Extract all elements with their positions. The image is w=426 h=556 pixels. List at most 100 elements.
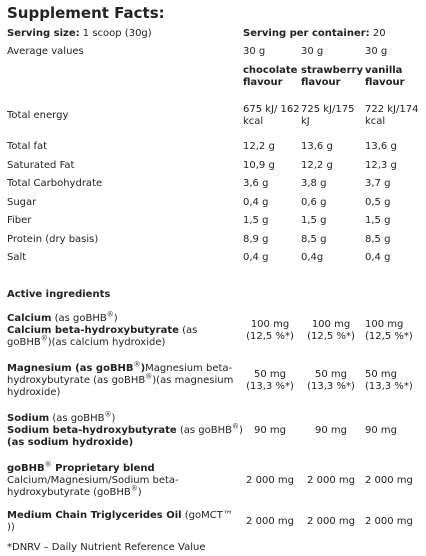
label-line: Calcium/Magnesium/Sodium beta-hydroxybut… <box>7 475 243 499</box>
row-label: Total energy <box>7 110 69 121</box>
label-part: Magnesium (as goBHB <box>7 362 134 374</box>
label-part: ) <box>113 312 118 324</box>
cell: 0,5 g <box>365 196 391 208</box>
cell: 0,4 g <box>243 196 269 208</box>
superscript: ® <box>232 422 239 431</box>
flavour-header: strawberry flavour <box>301 65 363 88</box>
cell: 8,9 g <box>243 233 269 245</box>
label-part: )(as calcium hydroxide) <box>47 336 166 348</box>
serving-size-label: Serving size: <box>7 28 80 39</box>
cell: 2 000 mg <box>307 474 355 486</box>
row: Average values 30 g 30 g 30 g <box>7 43 419 60</box>
row: goBHB® Proprietary blend Calcium/Magnesiu… <box>7 456 419 506</box>
row-label: Sugar <box>7 196 37 208</box>
cell: 0,4g <box>301 252 324 264</box>
cell: 722 kJ/174 kcal <box>365 104 419 127</box>
row-label: Salt <box>7 252 27 264</box>
row: Saturated Fat 10,9 g 12,2 g 12,3 g <box>7 157 419 176</box>
serving-size-value: 1 scoop (30g) <box>82 28 152 39</box>
cell: 50 mg (13,3 %*) <box>246 368 294 392</box>
label-line: Sodium beta-hydroxybutyrate (as goBHB®) … <box>7 422 243 449</box>
servings-label: Serving per container: <box>243 28 370 39</box>
label-line: Sodium (as goBHB®) <box>7 410 243 425</box>
row-label: Saturated Fat <box>7 159 75 171</box>
row-label: Protein (dry basis) <box>7 233 99 245</box>
serving-size: Serving size: 1 scoop (30g) <box>7 28 243 40</box>
cell: 10,9 g <box>243 159 275 171</box>
label-part: ) <box>140 362 146 374</box>
cell: 12,3 g <box>365 159 397 171</box>
label-line: goBHB® Proprietary blend <box>7 460 243 475</box>
cell: 100 mg (12,5 %*) <box>365 318 413 342</box>
cell: 50 mg (13,3 %*) <box>365 368 413 392</box>
cell: 1,5 g <box>243 215 269 227</box>
cell: 1,5 g <box>365 215 391 227</box>
cell: 13,6 g <box>365 141 397 153</box>
label-part: goBHB <box>7 462 45 474</box>
cell: 2 000 mg <box>365 474 413 486</box>
row-label: Average values <box>7 45 84 57</box>
cell: 90 mg <box>365 424 397 436</box>
label-part: )(as magnesium hydroxide) <box>7 374 234 398</box>
cell: 0,4 g <box>243 252 269 264</box>
cell: 30 g <box>301 45 324 57</box>
row: Sodium (as goBHB®) Sodium beta-hydroxybut… <box>7 406 419 456</box>
servings-value: 20 <box>372 28 386 39</box>
cell: 50 mg (13,3 %*) <box>307 368 355 392</box>
row: Sugar 0,4 g 0,6 g 0,5 g <box>7 194 419 213</box>
cell: 3,6 g <box>243 178 269 190</box>
superscript: ® <box>133 360 141 369</box>
label-part: Magnesium beta-hydroxybutyrate (as goBHB <box>7 362 233 386</box>
cell: 0,4 g <box>365 252 391 264</box>
row: Medium Chain Triglycerides Oil (goMCT™ )… <box>7 506 419 538</box>
cell: 30 g <box>243 45 266 57</box>
row: Serving size: 1 scoop (30g) Serving per c… <box>7 25 419 43</box>
row: Fiber 1,5 g 1,5 g 1,5 g <box>7 212 419 231</box>
cell: 675 kJ/ 162 kcal <box>243 104 300 127</box>
label-part: (as goBHB <box>49 412 105 424</box>
label-part: (as goBHB <box>176 424 232 436</box>
label-part: ) <box>137 486 142 498</box>
spacer <box>7 268 419 284</box>
label-part: Calcium/Magnesium/Sodium beta-hydroxybut… <box>7 474 179 498</box>
label-line: Medium Chain Triglycerides Oil (goMCT™ )… <box>7 510 243 534</box>
cell: 90 mg <box>254 424 286 436</box>
label-part: (as sodium hydroxide) <box>7 436 134 448</box>
superscript: ® <box>44 460 52 469</box>
row-label: Fiber <box>7 215 32 227</box>
ingredient-label: Sodium (as goBHB®) Sodium beta-hydroxybut… <box>7 410 243 449</box>
servings: Serving per container: 20 <box>243 28 419 40</box>
label-part: (as goBHB <box>51 312 107 324</box>
cell: 2 000 mg <box>307 515 355 527</box>
label-part: Sodium beta-hydroxybutyrate <box>7 424 177 436</box>
label-part: Medium Chain Triglycerides Oil <box>7 509 182 521</box>
cell: 2 000 mg <box>246 474 294 486</box>
cell: 12,2 g <box>301 159 333 171</box>
cell: 12,2 g <box>243 141 275 153</box>
cell: 3,8 g <box>301 178 327 190</box>
label-part: Proprietary blend <box>51 462 155 474</box>
row: Total fat 12,2 g 13,6 g 13,6 g <box>7 138 419 157</box>
ingredient-label: Magnesium (as goBHB®)Magnesium beta-hydr… <box>7 360 243 399</box>
cell: 0,6 g <box>301 196 327 208</box>
label-part: Calcium <box>7 312 52 324</box>
superscript: ® <box>130 484 138 493</box>
row: Active ingredients <box>7 284 419 306</box>
ingredient-label: Medium Chain Triglycerides Oil (goMCT™ )… <box>7 510 243 534</box>
cell: 2 000 mg <box>365 515 413 527</box>
cell: 100 mg (12,5 %*) <box>307 318 355 342</box>
row: Total Carbohydrate 3,6 g 3,8 g 3,7 g <box>7 175 419 194</box>
row: Total energy 675 kJ/ 162 kcal 725 kJ/175 k… <box>7 94 419 138</box>
row: Salt 0,4 g 0,4g 0,4 g <box>7 249 419 268</box>
superscript: ® <box>104 410 112 419</box>
cell: 2 000 mg <box>246 515 294 527</box>
cell: 725 kJ/175 kJ <box>301 104 355 127</box>
label-part: Sodium <box>7 412 50 424</box>
supplement-facts: Supplement Facts: Serving size: 1 scoop (… <box>7 4 419 553</box>
superscript: ® <box>145 372 153 381</box>
superscript: ® <box>40 334 48 343</box>
label-line: Magnesium (as goBHB®)Magnesium beta-hydr… <box>7 360 243 399</box>
label-line: Calcium beta-hydroxybutyrate (as goBHB®)… <box>7 325 243 349</box>
row: chocolate flavour strawberry flavour vanil… <box>7 60 419 94</box>
row: Calcium (as goBHB ®) Calcium beta-hydroxyb… <box>7 306 419 356</box>
